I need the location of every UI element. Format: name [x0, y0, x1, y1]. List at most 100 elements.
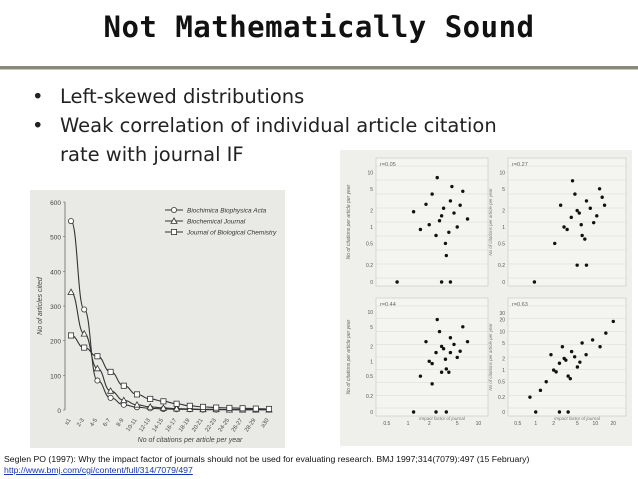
- data-point: [418, 374, 423, 378]
- data-point: [565, 227, 569, 232]
- data-point: [455, 225, 459, 229]
- y-tick-label: 0: [57, 408, 61, 415]
- y-tick-label: 2: [370, 209, 373, 215]
- data-point: [106, 387, 115, 394]
- y-tick-label: 0: [370, 410, 373, 416]
- bullet-line-2: rate with journal IF: [60, 143, 244, 166]
- data-point: [597, 187, 602, 191]
- y-tick-label: 5: [502, 341, 505, 347]
- data-point: [569, 215, 573, 220]
- data-point: [575, 365, 580, 369]
- distribution-chart-svg: 0 100 200 300 400 500 600 No of articles cited ≤…: [30, 190, 285, 448]
- data-point: [199, 403, 206, 410]
- data-point: [395, 280, 399, 284]
- data-point: [455, 355, 459, 360]
- y-tick-label: 10: [367, 170, 373, 176]
- y-tick-label: 400: [50, 269, 61, 276]
- x-tick-label: 8-9: [116, 418, 126, 428]
- series-line-1: [70, 291, 269, 411]
- data-point: [444, 410, 449, 414]
- data-point: [427, 359, 431, 364]
- data-point: [265, 405, 272, 412]
- data-point: [444, 253, 449, 258]
- data-point: [68, 218, 75, 225]
- data-point: [557, 361, 562, 365]
- scatter-panels: r=0.05 10 5 2 1 0.5 0.2 0 No of citations per ar…: [340, 150, 632, 446]
- y-tick-label: 0.2: [498, 263, 505, 269]
- data-point: [573, 192, 577, 196]
- data-point: [424, 202, 428, 206]
- data-point: [172, 404, 181, 412]
- data-point: [418, 227, 423, 232]
- data-point: [444, 367, 449, 371]
- y-tick-label: 1: [370, 359, 373, 365]
- data-point: [448, 336, 453, 340]
- data-point: [93, 364, 102, 372]
- x-tick-label: ≥30: [260, 418, 270, 429]
- bullet-list: • Left-skewed distributions • Weak correla…: [32, 82, 632, 169]
- data-point: [439, 214, 444, 218]
- data-point: [439, 344, 444, 349]
- y-tick-label: 1: [370, 225, 373, 231]
- x-tick-label: 5: [576, 421, 579, 427]
- data-point: [94, 353, 101, 360]
- data-point: [213, 404, 220, 411]
- y-tick-label: 300: [50, 304, 61, 311]
- data-point: [68, 332, 75, 339]
- data-point: [160, 398, 167, 405]
- y-axis-label: No of citations per article per year: [346, 184, 352, 259]
- y-tick-label: 100: [50, 373, 61, 380]
- data-point: [447, 230, 451, 234]
- data-point: [81, 344, 88, 351]
- bullet-line-1: Weak correlation of individual article c…: [60, 114, 497, 137]
- data-point: [411, 410, 416, 414]
- y-tick-label: 5: [502, 187, 505, 193]
- data-point: [577, 211, 581, 215]
- y-axis-label: No of citations per article per year: [488, 188, 493, 256]
- data-point: [554, 370, 558, 374]
- data-point: [430, 361, 434, 366]
- citation-link[interactable]: http://www.bmj.com/cgi/content/full/314/…: [4, 465, 193, 475]
- panel-r-label: r=0.63: [512, 302, 528, 308]
- data-point: [549, 352, 553, 357]
- data-point: [564, 358, 568, 362]
- data-point: [437, 219, 442, 223]
- data-point: [437, 329, 442, 334]
- bullet-item: • Weak correlation of individual article …: [32, 111, 632, 169]
- data-point: [67, 288, 75, 295]
- data-point: [538, 388, 543, 393]
- data-point: [551, 368, 556, 372]
- x-axis-label: No of citations per article per year: [138, 437, 243, 444]
- data-point: [452, 342, 456, 347]
- data-point: [534, 410, 538, 414]
- data-point: [80, 329, 88, 337]
- data-point: [590, 338, 595, 342]
- data-point: [461, 325, 465, 329]
- data-point: [448, 350, 453, 355]
- x-tick-label: 0.5: [383, 421, 390, 427]
- x-axis-label: Impact factor of journal: [419, 416, 466, 421]
- data-point: [465, 339, 470, 344]
- data-point: [430, 192, 434, 196]
- data-point: [441, 346, 446, 351]
- panel-r-label: r=0.27: [512, 162, 528, 168]
- data-point: [598, 345, 602, 349]
- y-tick-label: 10: [499, 329, 505, 335]
- data-point: [411, 210, 416, 214]
- data-point: [434, 350, 438, 355]
- data-point: [107, 394, 114, 401]
- y-tick-label: 0: [370, 280, 373, 286]
- data-point: [584, 263, 589, 267]
- y-axis-label: No of citations per article per year: [488, 323, 493, 391]
- data-point: [443, 357, 448, 361]
- legend-marker: [170, 217, 178, 224]
- data-point: [434, 233, 438, 238]
- data-point: [435, 175, 439, 180]
- data-point: [583, 237, 587, 241]
- x-tick-label: 2-3: [76, 418, 86, 428]
- data-point: [430, 382, 434, 386]
- legend-marker: [170, 206, 177, 213]
- data-point: [448, 280, 453, 284]
- slide-title: Not Mathematically Sound: [103, 10, 535, 44]
- series-line-2: [70, 334, 270, 410]
